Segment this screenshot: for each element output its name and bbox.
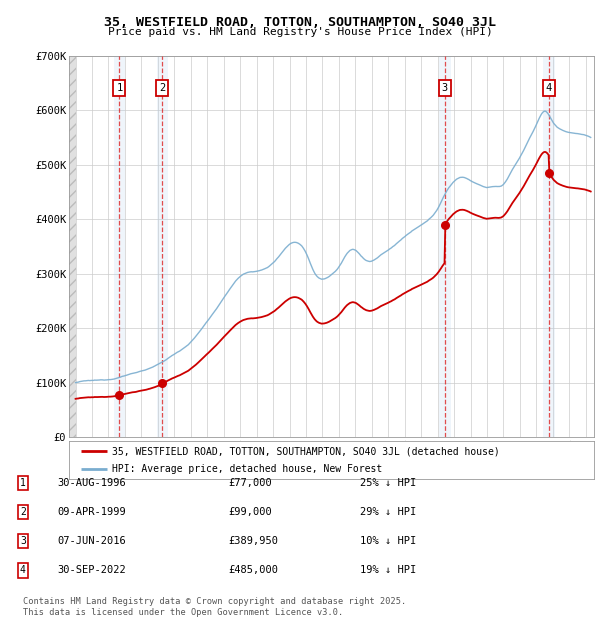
Bar bbox=[439, 56, 451, 437]
Text: 4: 4 bbox=[545, 83, 552, 93]
Bar bbox=[69, 56, 76, 437]
Text: 1: 1 bbox=[116, 83, 122, 93]
Text: 25% ↓ HPI: 25% ↓ HPI bbox=[360, 478, 416, 488]
Text: £485,000: £485,000 bbox=[228, 565, 278, 575]
Text: 09-APR-1999: 09-APR-1999 bbox=[57, 507, 126, 517]
Text: 3: 3 bbox=[20, 536, 26, 546]
Text: 29% ↓ HPI: 29% ↓ HPI bbox=[360, 507, 416, 517]
Text: 30-SEP-2022: 30-SEP-2022 bbox=[57, 565, 126, 575]
Text: Price paid vs. HM Land Registry's House Price Index (HPI): Price paid vs. HM Land Registry's House … bbox=[107, 27, 493, 37]
Text: £389,950: £389,950 bbox=[228, 536, 278, 546]
Text: 2: 2 bbox=[20, 507, 26, 517]
Text: Contains HM Land Registry data © Crown copyright and database right 2025.
This d: Contains HM Land Registry data © Crown c… bbox=[23, 598, 406, 617]
Text: £99,000: £99,000 bbox=[228, 507, 272, 517]
Text: 07-JUN-2016: 07-JUN-2016 bbox=[57, 536, 126, 546]
Text: £77,000: £77,000 bbox=[228, 478, 272, 488]
Text: 4: 4 bbox=[20, 565, 26, 575]
Text: 10% ↓ HPI: 10% ↓ HPI bbox=[360, 536, 416, 546]
Text: 35, WESTFIELD ROAD, TOTTON, SOUTHAMPTON, SO40 3JL: 35, WESTFIELD ROAD, TOTTON, SOUTHAMPTON,… bbox=[104, 16, 496, 29]
Text: 35, WESTFIELD ROAD, TOTTON, SOUTHAMPTON, SO40 3JL (detached house): 35, WESTFIELD ROAD, TOTTON, SOUTHAMPTON,… bbox=[112, 446, 500, 456]
Text: HPI: Average price, detached house, New Forest: HPI: Average price, detached house, New … bbox=[112, 464, 382, 474]
Text: 30-AUG-1996: 30-AUG-1996 bbox=[57, 478, 126, 488]
Text: 2: 2 bbox=[159, 83, 166, 93]
Text: 19% ↓ HPI: 19% ↓ HPI bbox=[360, 565, 416, 575]
Bar bbox=[157, 56, 168, 437]
Bar bbox=[113, 56, 125, 437]
Bar bbox=[543, 56, 554, 437]
Text: 3: 3 bbox=[442, 83, 448, 93]
Text: 1: 1 bbox=[20, 478, 26, 488]
